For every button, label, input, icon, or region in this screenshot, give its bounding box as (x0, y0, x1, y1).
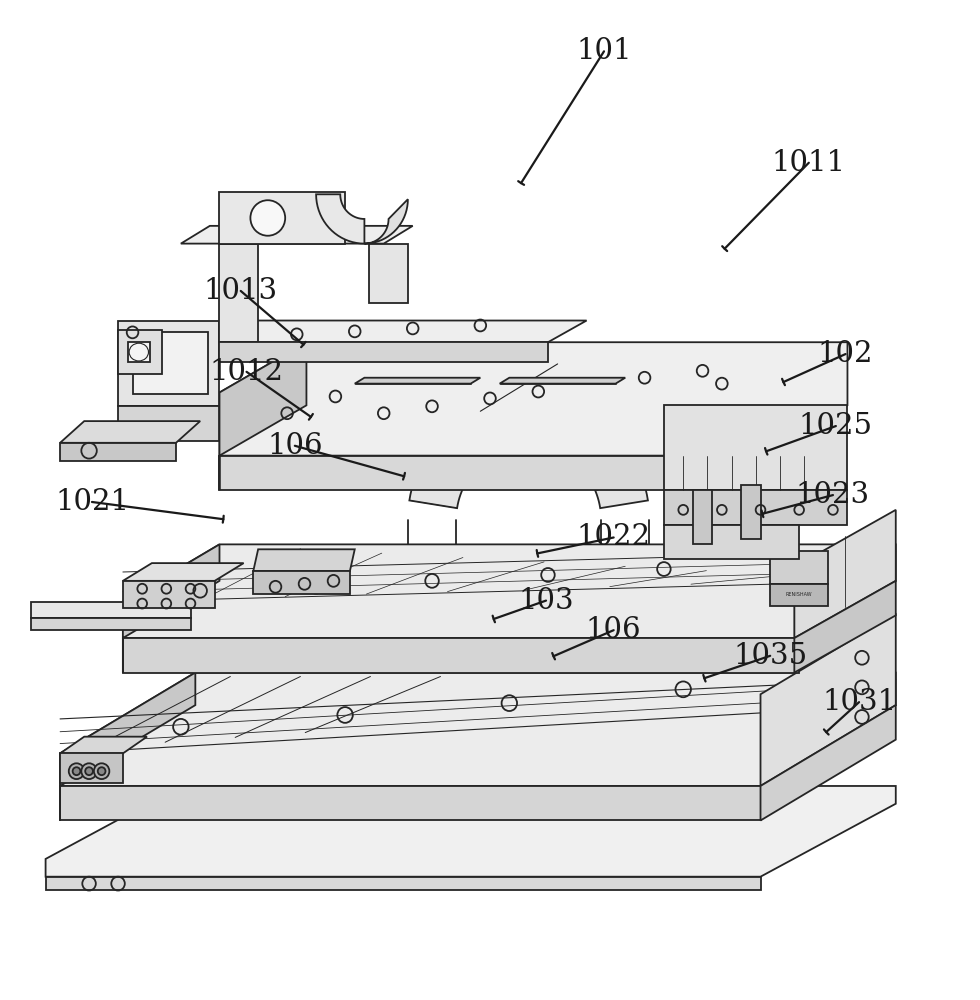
Text: 106: 106 (267, 432, 322, 460)
Polygon shape (741, 485, 760, 539)
Circle shape (73, 767, 80, 775)
Text: 1025: 1025 (799, 412, 873, 440)
Polygon shape (220, 244, 258, 342)
Polygon shape (46, 786, 896, 877)
Text: 1021: 1021 (55, 488, 129, 516)
Polygon shape (500, 378, 625, 384)
Polygon shape (369, 244, 408, 303)
Polygon shape (60, 673, 195, 820)
Polygon shape (60, 443, 176, 461)
Polygon shape (220, 342, 548, 362)
Polygon shape (122, 581, 215, 608)
Polygon shape (770, 551, 828, 584)
Polygon shape (220, 321, 587, 342)
Polygon shape (663, 490, 848, 525)
Polygon shape (132, 332, 208, 393)
Polygon shape (408, 569, 650, 599)
Polygon shape (118, 330, 162, 374)
Polygon shape (60, 737, 147, 753)
Polygon shape (127, 342, 150, 362)
Polygon shape (365, 199, 408, 244)
Circle shape (85, 767, 93, 775)
Text: 1012: 1012 (210, 358, 283, 386)
Text: 1013: 1013 (204, 277, 277, 305)
Polygon shape (795, 510, 896, 638)
Polygon shape (410, 396, 648, 508)
Polygon shape (60, 786, 760, 820)
Polygon shape (770, 584, 828, 606)
Polygon shape (31, 618, 190, 630)
Polygon shape (220, 456, 760, 490)
Polygon shape (760, 705, 896, 820)
Text: 1035: 1035 (733, 642, 808, 670)
Polygon shape (122, 563, 244, 581)
Polygon shape (60, 753, 122, 783)
Polygon shape (317, 194, 365, 244)
Polygon shape (122, 638, 799, 673)
Ellipse shape (129, 343, 149, 361)
Polygon shape (220, 192, 345, 244)
Circle shape (98, 767, 106, 775)
Polygon shape (220, 342, 848, 456)
Polygon shape (253, 549, 355, 571)
Text: 101: 101 (576, 37, 632, 65)
Polygon shape (118, 406, 220, 441)
Polygon shape (760, 613, 896, 786)
Polygon shape (220, 342, 307, 490)
Polygon shape (122, 544, 896, 638)
Polygon shape (60, 673, 896, 786)
Text: 103: 103 (518, 587, 574, 615)
Text: 1011: 1011 (772, 149, 846, 177)
Text: 106: 106 (586, 616, 642, 644)
Circle shape (251, 200, 285, 236)
Polygon shape (46, 877, 760, 890)
Polygon shape (60, 421, 200, 443)
Circle shape (94, 763, 110, 779)
Polygon shape (663, 405, 848, 490)
Polygon shape (122, 544, 220, 673)
Circle shape (81, 763, 97, 779)
Text: 1022: 1022 (576, 523, 651, 551)
Polygon shape (693, 490, 712, 544)
Circle shape (69, 763, 84, 779)
Polygon shape (663, 525, 799, 559)
Text: RENISHAW: RENISHAW (786, 592, 812, 597)
Text: 1023: 1023 (796, 481, 870, 509)
Polygon shape (795, 581, 896, 673)
Polygon shape (31, 602, 190, 618)
Polygon shape (118, 321, 220, 406)
Polygon shape (253, 571, 350, 594)
Text: 102: 102 (817, 340, 873, 368)
Text: 1031: 1031 (822, 688, 896, 716)
Polygon shape (181, 226, 413, 244)
Polygon shape (355, 378, 480, 384)
